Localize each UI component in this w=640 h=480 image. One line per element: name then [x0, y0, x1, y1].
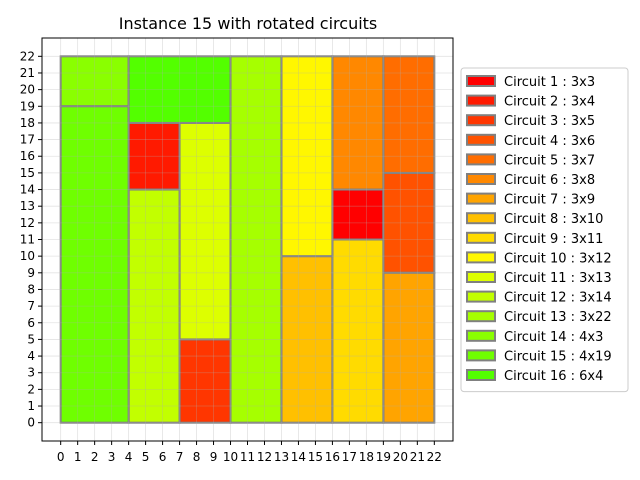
x-tick-label: 14: [291, 450, 306, 464]
y-tick-label: 20: [20, 83, 35, 97]
legend-label: Circuit 6 : 3x8: [504, 173, 595, 188]
legend-label: Circuit 15 : 4x19: [504, 349, 612, 364]
y-tick-label: 0: [27, 416, 35, 430]
legend-label: Circuit 3 : 3x5: [504, 114, 595, 129]
plot-area: 0 1 2 3 4 5 6 7 8 9 10 11 12 13 14 15 16 17 18 19 20 21 220123…: [20, 37, 454, 464]
x-tick-label: 18: [359, 450, 374, 464]
chart-title: Instance 15 with rotated circuits: [119, 14, 378, 33]
y-tick-label: 19: [20, 99, 35, 113]
x-tick-label: 19: [376, 450, 391, 464]
x-tick-label: 20: [393, 450, 408, 464]
x-tick-label: 1: [74, 450, 82, 464]
y-tick-label: 6: [27, 316, 35, 330]
circuit-rect: [178, 121, 232, 341]
legend-label: Circuit 16 : 6x4: [504, 369, 603, 384]
y-tick-label: 2: [27, 382, 35, 396]
y-tick-label: 15: [20, 166, 35, 180]
circuit-rect: [382, 171, 436, 274]
legend-box: [460, 67, 629, 393]
legend-label: Circuit 12 : 3x14: [504, 291, 612, 306]
circuit-rect: [178, 338, 232, 424]
legend-label: Circuit 13 : 3x22: [504, 310, 612, 325]
x-tick-label: 15: [308, 450, 323, 464]
x-tick-label: 12: [257, 450, 272, 464]
circuit-rect: [331, 188, 385, 241]
x-tick-label: 3: [108, 450, 116, 464]
x-tick-label: 17: [342, 450, 357, 464]
y-tick-label: 8: [27, 282, 35, 296]
legend-swatch: [466, 251, 496, 264]
x-tick-label: 4: [125, 450, 133, 464]
circuit-rect: [59, 55, 130, 108]
x-tick-label: 5: [142, 450, 150, 464]
x-tick-label: 6: [159, 450, 167, 464]
y-tick-label: 17: [20, 133, 35, 147]
y-tick-label: 9: [27, 266, 35, 280]
legend-label: Circuit 14 : 4x3: [504, 330, 603, 345]
legend-swatch: [466, 114, 496, 127]
y-tick-label: 10: [20, 249, 35, 263]
x-tick-label: 13: [274, 450, 289, 464]
legend-label: Circuit 5 : 3x7: [504, 153, 595, 168]
circuit-rect: [127, 55, 232, 124]
x-tick-label: 21: [410, 450, 425, 464]
y-tick-label: 21: [20, 66, 35, 80]
legend-swatch: [466, 153, 496, 166]
y-tick-label: 14: [20, 183, 35, 197]
legend-swatch: [466, 212, 496, 225]
legend-swatch: [466, 192, 496, 205]
y-tick-label: 12: [20, 216, 35, 230]
legend-swatch: [466, 75, 496, 87]
y-tick-label: 22: [20, 49, 35, 63]
x-tick-label: 9: [210, 450, 218, 464]
x-tick-label: 7: [176, 450, 184, 464]
legend-swatch: [466, 310, 496, 323]
circuit-rect: [280, 55, 334, 258]
x-tick-label: 11: [240, 450, 255, 464]
y-tick-label: 13: [20, 199, 35, 213]
legend-label: Circuit 8 : 3x10: [504, 212, 603, 227]
y-tick-label: 18: [20, 116, 35, 130]
legend-label: Circuit 1 : 3x3: [504, 75, 595, 90]
circuit-rect: [382, 271, 436, 424]
legend-swatch: [466, 349, 496, 362]
circuit-rect: [382, 55, 436, 174]
x-tick-label: 22: [427, 450, 442, 464]
legend-label: Circuit 4 : 3x6: [504, 134, 595, 149]
y-tick-label: 1: [27, 399, 35, 413]
y-tick-label: 4: [27, 349, 35, 363]
legend-label: Circuit 9 : 3x11: [504, 232, 603, 247]
x-tick-label: 16: [325, 450, 340, 464]
legend-label: Circuit 7 : 3x9: [504, 193, 595, 208]
legend-label: Circuit 10 : 3x12: [504, 251, 612, 266]
legend-swatch: [466, 329, 496, 342]
x-tick-label: 2: [91, 450, 99, 464]
circuit-rect: [331, 55, 385, 191]
y-tick-label: 7: [27, 299, 35, 313]
legend-label: Circuit 2 : 3x4: [504, 95, 595, 110]
legend: Circuit 1 : 3x3 Circuit 2 : 3x4 Circuit 3 …: [460, 67, 629, 393]
y-tick-label: 11: [20, 233, 35, 247]
y-tick-label: 16: [20, 149, 35, 163]
x-tick-label: 0: [57, 450, 65, 464]
legend-swatch: [466, 231, 496, 244]
legend-label: Circuit 11 : 3x13: [504, 271, 612, 286]
circuit-rect: [331, 238, 385, 424]
legend-swatch: [466, 369, 496, 381]
legend-swatch: [466, 94, 496, 107]
legend-swatch: [466, 271, 496, 283]
circuit-rect: [59, 105, 130, 424]
x-tick-label: 10: [223, 450, 238, 464]
y-tick-label: 3: [27, 366, 35, 380]
circuit-rect: [229, 55, 283, 424]
legend-swatch: [466, 173, 496, 185]
x-tick-label: 8: [193, 450, 201, 464]
y-tick-label: 5: [27, 332, 35, 346]
legend-swatch: [466, 290, 496, 303]
legend-swatch: [466, 133, 496, 146]
